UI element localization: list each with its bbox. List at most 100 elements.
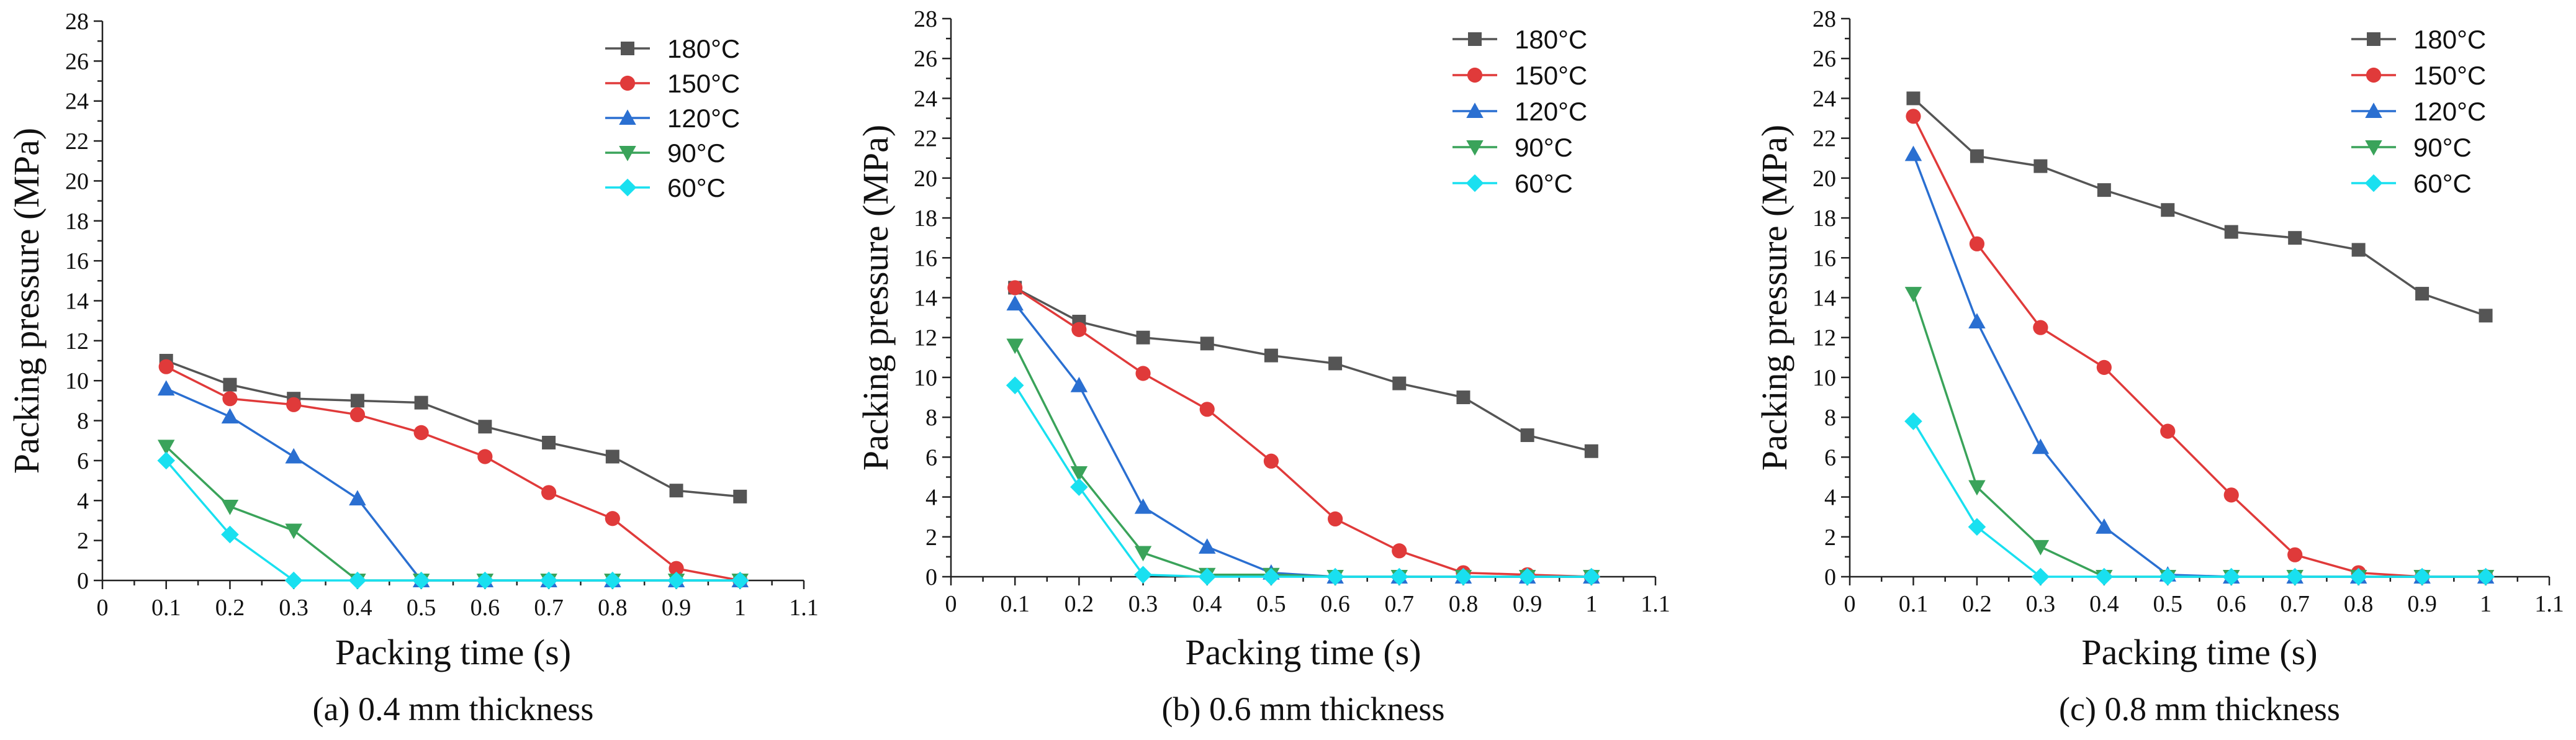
data-point-180	[1328, 356, 1343, 371]
data-point-150	[1327, 511, 1343, 526]
data-point-60	[1198, 567, 1217, 586]
y-tick-label: 4	[77, 488, 89, 514]
data-point-120	[1006, 295, 1024, 311]
data-point-60	[539, 571, 558, 590]
data-point-60	[1518, 567, 1536, 586]
series-line-180	[166, 359, 741, 498]
y-tick-label: 26	[914, 46, 937, 72]
legend-label-150: 150°C	[667, 69, 740, 98]
legend-marker-60	[1466, 174, 1484, 192]
legend-marker-90	[619, 146, 636, 161]
legend-marker-90	[1466, 140, 1484, 156]
data-point-150	[1199, 402, 1215, 417]
data-point-90	[1134, 546, 1152, 562]
x-tick-label: 0.1	[1899, 591, 1929, 617]
data-point-60	[157, 451, 176, 470]
y-tick-label: 26	[65, 48, 89, 74]
data-point-180	[478, 420, 492, 434]
data-point-150	[286, 397, 302, 412]
data-point-150	[2096, 359, 2112, 375]
y-tick-label: 14	[1813, 286, 1836, 312]
x-tick-label: 0.9	[662, 595, 691, 621]
data-point-120	[1968, 313, 1986, 329]
data-point-120	[1134, 498, 1152, 514]
data-point-180	[1136, 330, 1150, 345]
legend: 180°C 150°C 120°C 90°C 60°C	[605, 34, 740, 202]
x-tick-label: 0.2	[1065, 591, 1094, 617]
data-point-150	[1263, 453, 1279, 469]
legend-marker-180	[1468, 32, 1482, 46]
legend-marker-60	[2364, 174, 2383, 192]
data-point-180	[2479, 309, 2493, 323]
y-tick-label: 6	[1824, 444, 1836, 471]
legend-label-120: 120°C	[2413, 97, 2486, 126]
legend-marker-180	[2367, 32, 2380, 46]
y-tick-label: 16	[914, 245, 937, 271]
data-point-150	[1007, 280, 1023, 296]
y-tick-label: 2	[1824, 525, 1836, 551]
y-axis-label: Packing pressure (MPa)	[1754, 125, 1795, 471]
legend-label-180: 180°C	[667, 34, 740, 63]
y-tick-label: 10	[914, 365, 937, 391]
y-tick-label: 24	[914, 86, 937, 112]
x-tick-label: 1	[1585, 591, 1597, 617]
y-tick-label: 24	[1813, 86, 1836, 112]
data-point-60	[603, 571, 622, 590]
legend-label-90: 90°C	[1515, 133, 1573, 162]
data-point-60	[2032, 567, 2050, 586]
legend-label-180: 180°C	[1515, 25, 1587, 54]
data-point-90	[1968, 480, 1986, 496]
data-point-90	[221, 499, 239, 515]
legend-label-60: 60°C	[2413, 169, 2472, 198]
panel-caption: (c) 0.8 mm thickness	[2059, 690, 2340, 728]
data-point-180	[2224, 225, 2238, 239]
y-tick-label: 20	[1813, 166, 1836, 192]
legend-label-60: 60°C	[1515, 169, 1573, 198]
data-point-60	[2349, 567, 2367, 586]
y-tick-label: 2	[77, 528, 89, 554]
data-point-180	[2033, 159, 2048, 173]
data-point-120	[2096, 518, 2113, 534]
y-tick-label: 20	[914, 166, 937, 192]
y-tick-label: 8	[1824, 405, 1836, 431]
x-axis-label: Packing time (s)	[335, 632, 571, 672]
x-tick-label: 1	[734, 595, 746, 621]
series-line-150	[165, 366, 741, 582]
legend: 180°C 150°C 120°C 90°C 60°C	[2351, 25, 2486, 198]
data-point-180	[350, 394, 364, 408]
y-tick-label: 4	[1824, 485, 1836, 511]
series-line-90	[165, 446, 741, 582]
y-tick-label: 0	[77, 568, 89, 594]
y-axis-label: Packing pressure (MPa)	[855, 125, 896, 471]
data-point-180	[2351, 243, 2366, 257]
data-point-60	[667, 571, 685, 590]
data-point-180	[2288, 231, 2302, 245]
data-point-60	[221, 525, 239, 544]
x-tick-label: 0	[945, 591, 957, 617]
data-point-150	[541, 485, 557, 500]
data-point-60	[2286, 567, 2304, 586]
data-point-120	[285, 448, 302, 464]
y-tick-label: 16	[65, 248, 89, 274]
legend-marker-120	[2365, 102, 2382, 118]
x-tick-label: 0.4	[1192, 591, 1222, 617]
series-line-60	[165, 459, 741, 582]
legend-label-150: 150°C	[1515, 61, 1587, 90]
y-tick-label: 6	[925, 444, 937, 471]
x-tick-label: 0.3	[279, 595, 308, 621]
legend-label-120: 120°C	[667, 104, 740, 133]
x-tick-label: 0.3	[2026, 591, 2056, 617]
y-tick-label: 22	[65, 129, 89, 155]
data-point-150	[669, 561, 684, 576]
chart-panel-3: 0 0.1 0.2 0.3 0.4 0.5 0.6 0.7 0.8 0.9 1 1.102468101…	[1754, 6, 2564, 728]
data-point-150	[1906, 109, 1921, 124]
series-line-60	[1912, 420, 2486, 578]
x-tick-label: 1.1	[789, 595, 819, 621]
data-point-90	[1904, 287, 1922, 302]
y-tick-label: 22	[914, 126, 937, 152]
data-point-60	[1390, 567, 1408, 586]
data-point-60	[476, 571, 494, 590]
y-tick-label: 8	[925, 405, 937, 431]
data-point-60	[2095, 567, 2114, 586]
y-tick-label: 26	[1813, 46, 1836, 72]
